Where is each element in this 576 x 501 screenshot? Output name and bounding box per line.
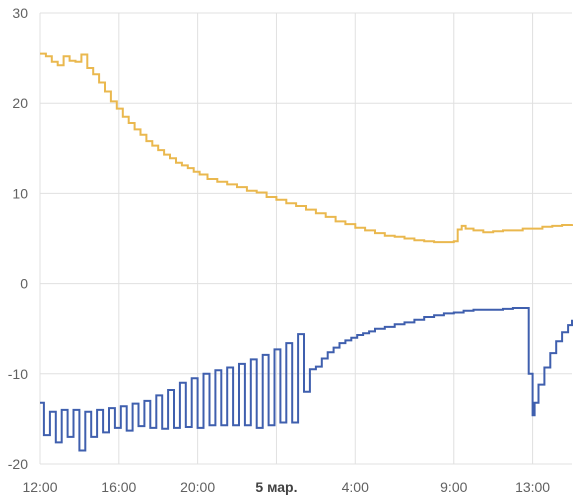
y-tick-label: -20 <box>8 456 28 472</box>
series-line-2 <box>40 307 573 452</box>
y-tick-label: 0 <box>20 276 28 292</box>
y-tick-label: 20 <box>12 95 28 111</box>
x-axis-ticks: 12:00 16:00 20:00 5 мар. 4:00 9:00 13:00 <box>22 479 550 495</box>
x-tick-label: 12:00 <box>22 479 57 495</box>
x-tick-label: 9:00 <box>440 479 467 495</box>
x-tick-label: 20:00 <box>180 479 215 495</box>
y-tick-label: -10 <box>8 366 28 382</box>
series-layer <box>40 52 573 452</box>
y-tick-label: 10 <box>12 185 28 201</box>
y-tick-label: 30 <box>12 5 28 21</box>
series-line-1 <box>40 52 573 244</box>
y-axis-ticks: -20 -10 0 10 20 30 <box>8 5 28 472</box>
x-tick-label: 5 мар. <box>255 479 297 495</box>
x-tick-label: 16:00 <box>101 479 136 495</box>
grid-layer <box>39 12 572 465</box>
x-tick-label: 13:00 <box>515 479 550 495</box>
x-tick-label: 4:00 <box>342 479 369 495</box>
